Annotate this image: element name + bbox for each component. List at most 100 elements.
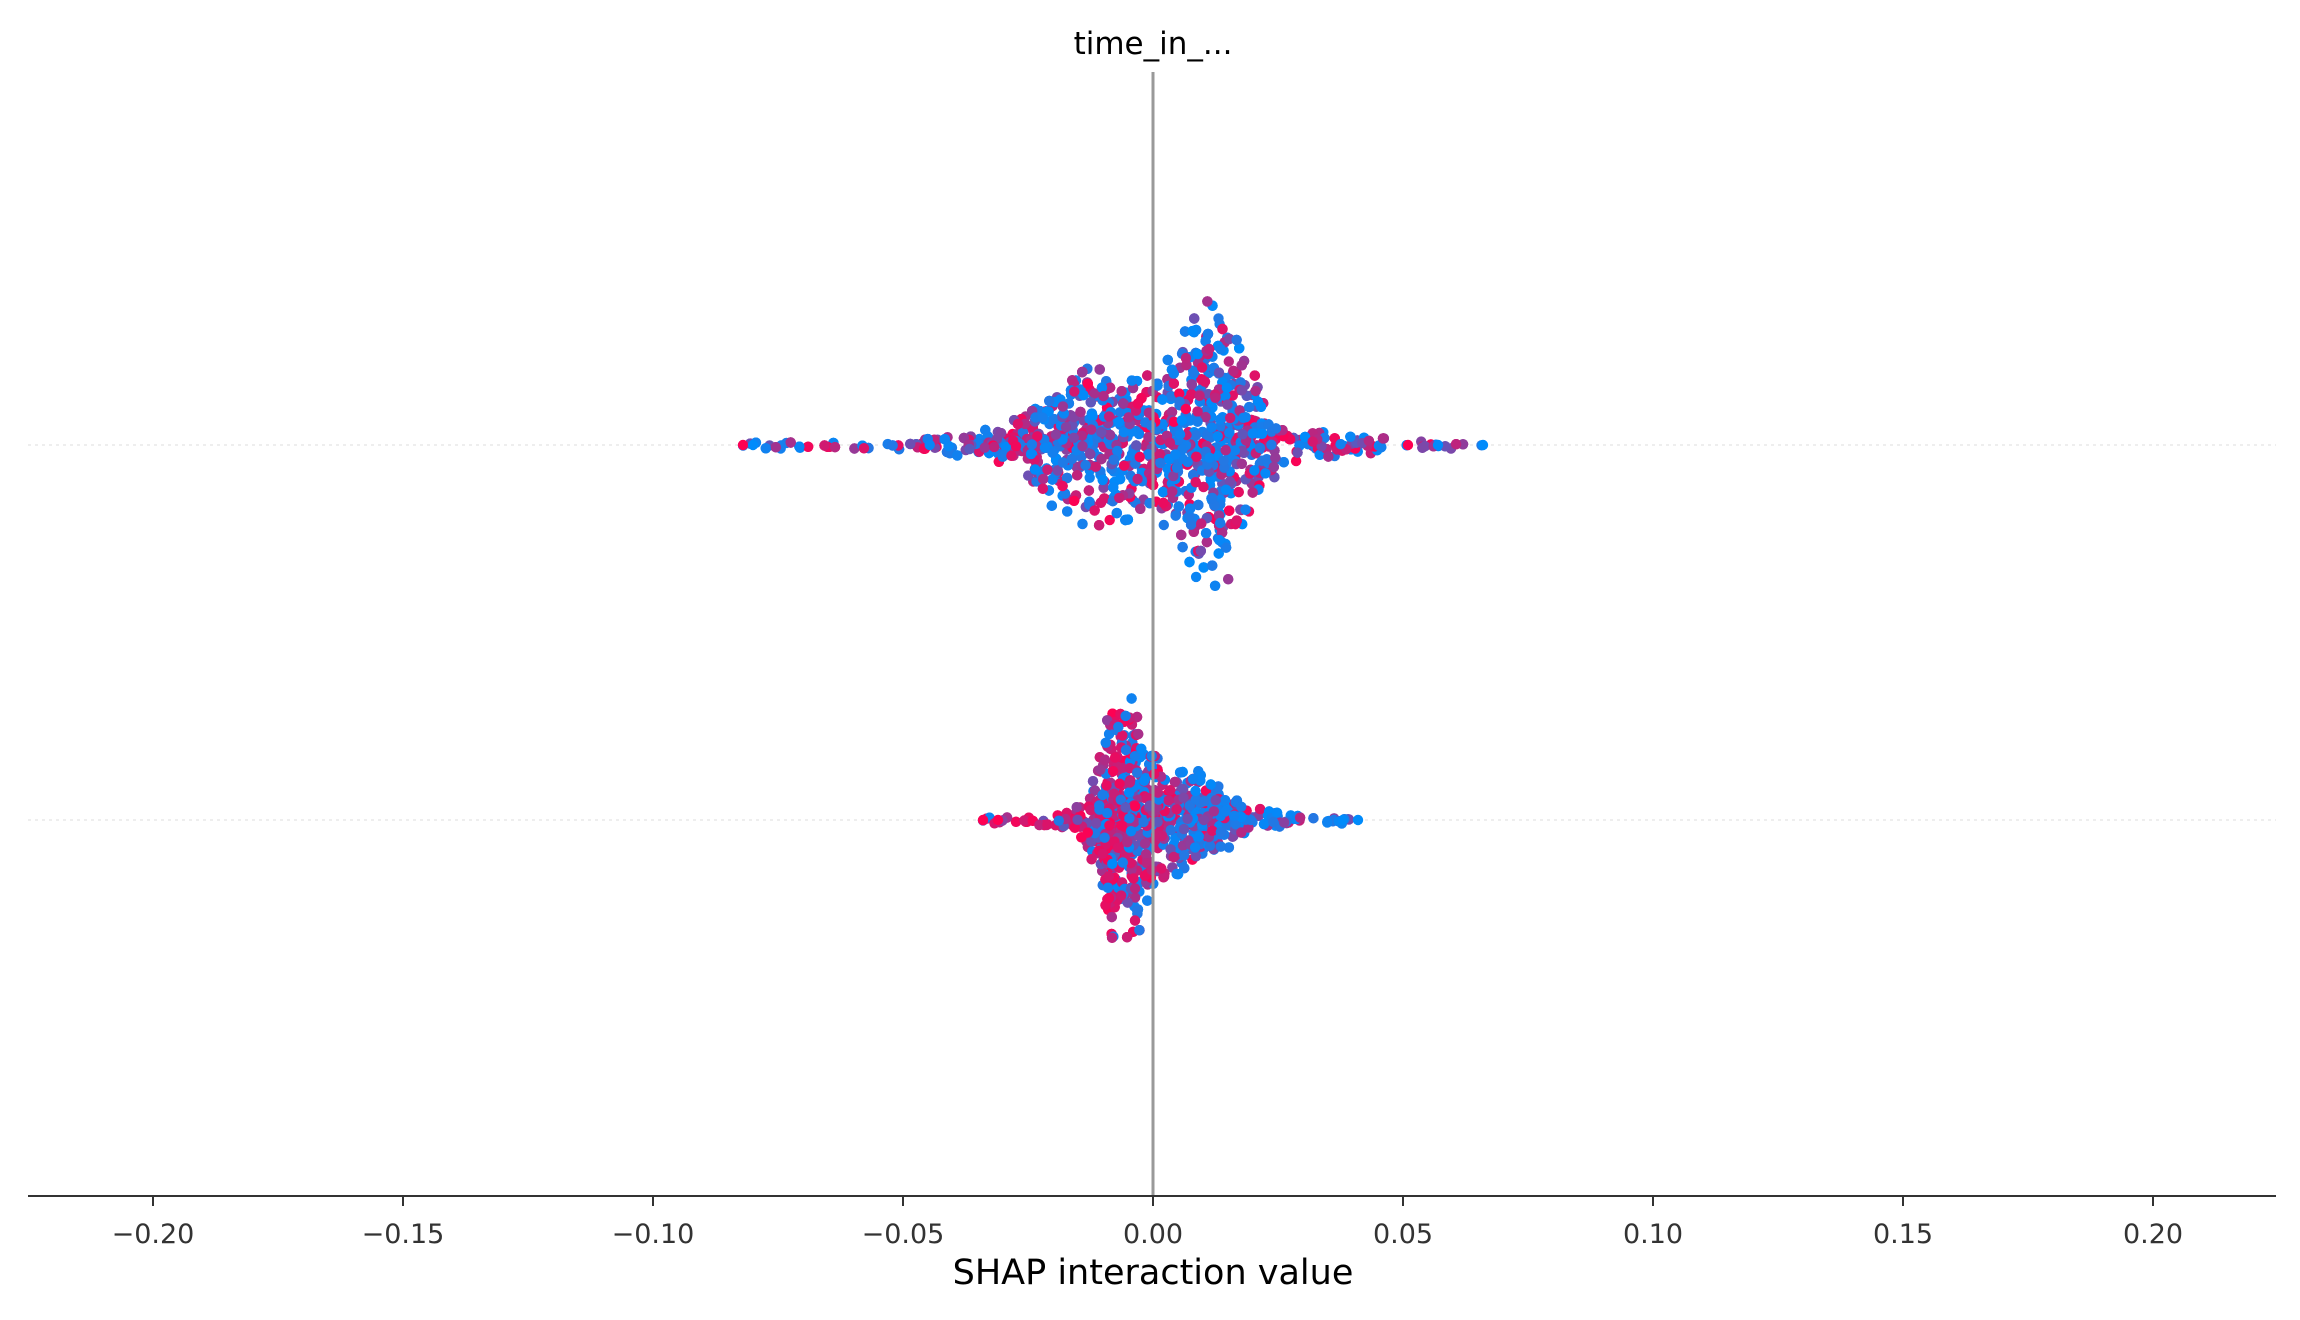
- swarm-point: [1134, 451, 1145, 463]
- swarm-point: [1220, 806, 1231, 817]
- swarm-point: [1198, 481, 1209, 493]
- swarm-point: [1077, 518, 1088, 530]
- swarm-point: [1121, 932, 1133, 943]
- swarm-point: [1143, 407, 1155, 418]
- swarm-point: [1131, 440, 1142, 451]
- swarm-point: [1376, 442, 1387, 453]
- swarm-point: [1268, 816, 1279, 828]
- swarm-point: [1205, 779, 1217, 790]
- swarm-point: [1229, 445, 1241, 456]
- swarm-point: [1090, 461, 1102, 472]
- swarm-point: [1104, 820, 1115, 831]
- swarm-point: [1171, 868, 1182, 880]
- swarm-point: [1184, 556, 1195, 568]
- swarm-point: [1256, 428, 1268, 439]
- swarm-point: [1214, 534, 1225, 546]
- swarm-point: [1200, 528, 1212, 539]
- swarm-point: [1215, 414, 1226, 425]
- swarm-point: [1202, 296, 1213, 307]
- swarm-point: [1102, 807, 1113, 819]
- swarm-point: [1094, 804, 1105, 815]
- swarm-point: [1212, 431, 1223, 442]
- swarm-point: [1190, 571, 1202, 583]
- swarm-point: [1178, 792, 1189, 803]
- swarm-point: [1225, 412, 1236, 424]
- swarm-point: [1038, 473, 1049, 485]
- swarm-point: [1057, 401, 1069, 412]
- swarm-point: [1087, 411, 1098, 422]
- swarm-point: [1000, 441, 1011, 452]
- swarm-point: [1192, 416, 1203, 427]
- swarm-point: [1230, 819, 1241, 830]
- swarm-point: [1110, 752, 1121, 763]
- swarm-point: [1244, 401, 1255, 413]
- swarm-point: [1114, 407, 1126, 418]
- swarm-point: [1266, 439, 1277, 450]
- swarm-point: [1082, 827, 1094, 838]
- swarm-point: [1139, 775, 1150, 786]
- swarm-point: [1076, 430, 1088, 441]
- swarm-point: [1053, 815, 1065, 826]
- swarm-point: [1247, 428, 1258, 439]
- swarm-point: [1199, 376, 1211, 387]
- swarm-point: [1162, 354, 1174, 366]
- swarm-point: [1111, 507, 1123, 519]
- swarm-point: [1270, 452, 1281, 463]
- swarm-point: [1117, 730, 1128, 741]
- swarm-points: [737, 296, 1489, 943]
- swarm-point: [1145, 420, 1157, 431]
- swarm-point: [1026, 439, 1038, 450]
- swarm-point: [1168, 416, 1180, 427]
- x-tick-label: −0.10: [612, 1219, 695, 1250]
- swarm-point: [1155, 457, 1166, 469]
- swarm-point: [1231, 515, 1243, 526]
- swarm-point: [1143, 432, 1154, 443]
- swarm-point: [1104, 429, 1116, 441]
- swarm-point: [1217, 323, 1228, 335]
- swarm-point: [1126, 693, 1137, 704]
- swarm-point: [858, 443, 870, 454]
- swarm-point: [1096, 427, 1107, 438]
- swarm-point: [1098, 390, 1109, 402]
- swarm-point: [1095, 497, 1107, 508]
- swarm-point: [1066, 453, 1078, 465]
- swarm-point: [1335, 439, 1346, 450]
- swarm-point: [1120, 710, 1131, 722]
- swarm-point: [1261, 454, 1272, 465]
- swarm-point: [1068, 495, 1080, 506]
- swarm-point: [1204, 452, 1215, 463]
- swarm-point: [1221, 382, 1233, 393]
- swarm-point: [1190, 785, 1201, 797]
- swarm-point: [1196, 518, 1207, 529]
- swarm-point: [1182, 813, 1193, 824]
- swarm-point: [1170, 449, 1181, 460]
- swarm-point: [1118, 398, 1129, 409]
- swarm-point: [1179, 850, 1190, 861]
- swarm-point: [1187, 773, 1199, 785]
- swarm-outlier-point: [1352, 814, 1364, 826]
- swarm-point: [1231, 334, 1242, 346]
- swarm-point: [1171, 462, 1183, 473]
- swarm-point: [1236, 458, 1247, 469]
- swarm-point: [1108, 454, 1119, 465]
- swarm-point: [1098, 482, 1109, 493]
- swarm-point: [1207, 560, 1218, 571]
- swarm-point: [1166, 391, 1177, 402]
- swarm-point: [1214, 517, 1226, 529]
- swarm-point: [1228, 810, 1240, 821]
- x-tick-label: 0.00: [1123, 1219, 1183, 1250]
- swarm-outlier-point: [1402, 439, 1414, 451]
- swarm-point: [1103, 411, 1115, 422]
- swarm-point: [1062, 506, 1073, 517]
- x-tick-label: 0.10: [1623, 1219, 1683, 1250]
- swarm-point: [1089, 505, 1100, 516]
- swarm-point: [1124, 813, 1135, 824]
- swarm-point: [1050, 429, 1062, 440]
- swarm-point: [1138, 816, 1149, 828]
- swarm-point: [1187, 325, 1198, 337]
- swarm-point: [1085, 397, 1097, 408]
- swarm-point: [1114, 473, 1126, 485]
- swarm-point: [1165, 824, 1177, 836]
- swarm-point: [1164, 437, 1176, 448]
- swarm-point: [1061, 472, 1073, 484]
